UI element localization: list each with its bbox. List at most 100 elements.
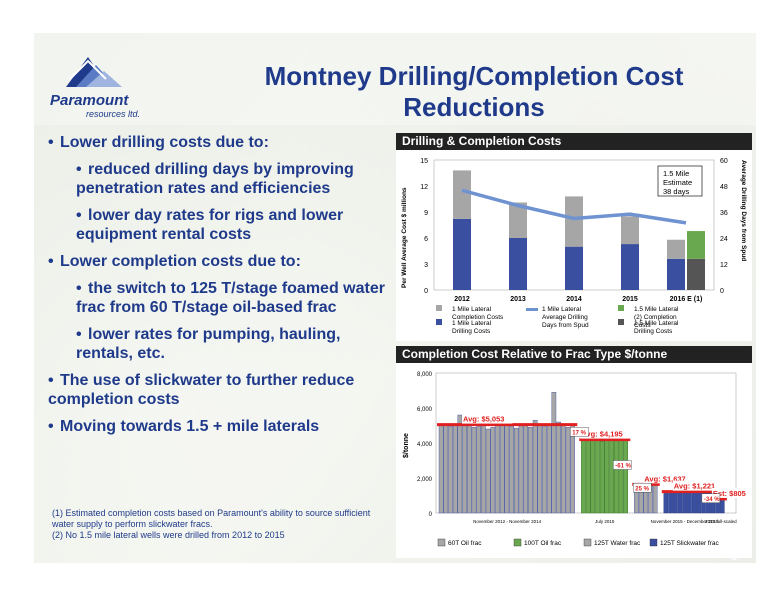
y2-axis-label: Average Drilling Days from Spud (740, 160, 747, 261)
legend-label: 1.5 Mile Lateral Drilling Costs (634, 320, 679, 335)
y-tick-label: 12 (420, 184, 428, 191)
bar-completion (453, 170, 471, 219)
bar-completion (621, 216, 639, 245)
bar-drilling (509, 238, 527, 290)
y-tick-label: 3 (424, 262, 428, 269)
legend-label: 125T Slickwater frac (660, 540, 720, 547)
frac-bar (613, 440, 619, 514)
bullet-text: Moving towards 1.5 + mile laterals (60, 418, 320, 435)
period-label: July 2015 (595, 519, 615, 524)
legend-label: 100T Oil frac (524, 540, 562, 547)
frac-bar (542, 426, 547, 514)
frac-bar (599, 441, 605, 514)
frac-bar (677, 491, 683, 514)
bullet-list: • Lower drilling costs due to: • reduced dr… (48, 133, 398, 444)
x-tick-label: 2012 (454, 296, 470, 303)
frac-bar (495, 425, 500, 514)
bar-drilling-15 (687, 258, 705, 290)
chart1-title: Drilling & Completion Costs (396, 133, 752, 150)
frac-bar (687, 491, 692, 514)
pct-box (570, 427, 589, 437)
frac-bar (466, 416, 472, 514)
slide: Paramount resources ltd. Montney Drillin… (34, 33, 756, 563)
pct-change-label: -34 % (704, 497, 720, 503)
legend-label: 1.5 Mile Lateral (2) Completion Costs (634, 306, 679, 329)
x-tick-label: 2015 (622, 296, 638, 303)
page-number: 8 (731, 551, 738, 563)
frac-bar (471, 427, 477, 514)
legend-line: Drilling Costs (634, 328, 673, 335)
frac-bar (452, 424, 458, 514)
frac-bar (668, 491, 673, 514)
bar-drilling (621, 244, 639, 290)
frac-bar (481, 425, 486, 514)
bar-completion (509, 202, 527, 238)
frac-bar (565, 427, 571, 514)
pct-change-label: -61 % (615, 464, 631, 470)
bullet-item: • Moving towards 1.5 + mile laterals (48, 417, 398, 436)
legend-label: 1 Mile Lateral Average Drilling Days from … (542, 306, 589, 329)
bullet-item: • reduced drilling days by improving pene… (76, 160, 398, 198)
bullet-text: Lower drilling costs due to: (60, 134, 269, 151)
legend-swatch (513, 538, 522, 547)
frac-bar (595, 439, 600, 514)
frac-bar (504, 421, 510, 514)
frac-bar (696, 491, 702, 514)
bar-completion (565, 196, 583, 247)
slide-title: Montney Drilling/Completion Cost Reducti… (264, 61, 684, 122)
bullet-text: lower day rates for rigs and lower equip… (76, 207, 344, 243)
y-tick-label: 9 (424, 210, 428, 217)
completion-cost-chart: Completion Cost Relative to Frac Type $/… (396, 346, 752, 558)
average-label: Avg: $1,221 (674, 482, 715, 491)
frac-bar (691, 491, 697, 514)
frac-bar (518, 425, 524, 514)
average-label: Avg: $5,053 (463, 415, 504, 424)
y2-tick-label: 48 (720, 184, 728, 191)
legend-line: (2) Completion (634, 314, 677, 321)
frac-bar (673, 491, 678, 514)
frac-bar (556, 421, 561, 514)
average-label-bg (711, 487, 752, 498)
frac-bar (623, 439, 629, 514)
legend-swatch (437, 538, 446, 547)
footnote-2: (2) No 1.5 mile lateral wells were drill… (52, 530, 285, 540)
bullet-item: • lower rates for pumping, hauling, renta… (76, 325, 398, 363)
bullet-text: reduced drilling days by improving penet… (76, 161, 354, 197)
bar-completion-15 (687, 231, 705, 259)
legend-line: 1.5 Mile Lateral (634, 306, 679, 313)
legend-label: 1 Mile Lateral Drilling Costs (452, 320, 492, 335)
bar-drilling (453, 218, 471, 290)
bar-drilling (667, 258, 685, 290)
annotation-text: 1.5 Mile Estimate 38 days (663, 169, 692, 196)
y2-tick-label: 24 (720, 236, 728, 243)
frac-bar (443, 425, 449, 514)
annotation-line: 1.5 Mile (663, 169, 689, 178)
legend-line: 1 Mile Lateral (452, 320, 492, 327)
y-tick-label: 0 (424, 288, 428, 295)
title-band (34, 33, 756, 125)
footnotes: (1) Estimated completion costs based on … (52, 508, 392, 541)
legend-label: 125T Water frac (594, 540, 641, 547)
y-tick-label: 6,000 (417, 407, 433, 413)
legend-line: 1 Mile Lateral (542, 306, 582, 313)
frac-bar (490, 427, 496, 514)
bullet-item: • Lower drilling costs due to: (48, 133, 398, 152)
average-label-bg (672, 480, 724, 491)
x-tick-label: 2014 (566, 296, 582, 303)
pct-change-label: 25 % (635, 486, 649, 492)
drilling-completion-chart: Drilling & Completion Costs 0 3 6 9 12 15 0 12 2… (396, 133, 752, 341)
legend-line: Costs (634, 322, 651, 329)
frac-bar (560, 425, 566, 514)
period-label: November 2012 - November 2014 (473, 519, 542, 524)
frac-bar (485, 428, 491, 514)
legend-swatch (649, 538, 658, 547)
y-tick-label: 8,000 (417, 372, 433, 378)
bullet-dot-icon: • (48, 253, 54, 270)
legend-line: 1.5 Mile Lateral (634, 320, 679, 327)
y2-tick-label: 12 (720, 262, 728, 269)
y2-tick-label: 60 (720, 158, 728, 165)
pct-box (701, 493, 721, 503)
average-label-bg (580, 428, 631, 439)
y2-tick-label: 0 (720, 288, 724, 295)
bullet-text: lower rates for pumping, hauling, rental… (76, 326, 341, 362)
